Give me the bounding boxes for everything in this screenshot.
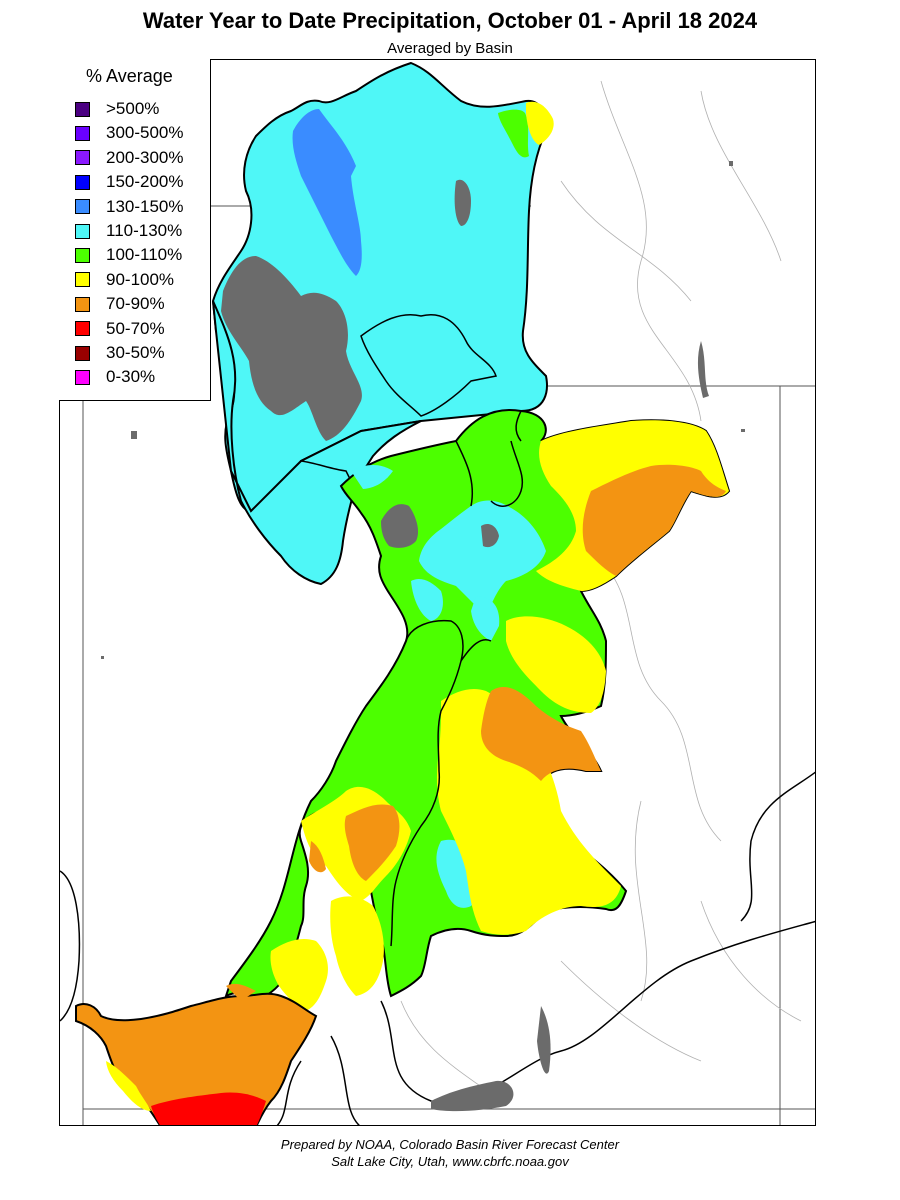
footer-location: Salt Lake City, Utah, www.cbrfc.noaa.gov — [331, 1154, 569, 1169]
legend-item: 50-70% — [75, 319, 165, 339]
legend-item: 200-300% — [75, 148, 184, 168]
legend-swatch — [75, 150, 90, 166]
legend-label: 200-300% — [106, 147, 184, 167]
legend-swatch — [75, 345, 90, 361]
legend-label: 30-50% — [106, 343, 165, 362]
legend-label: 0-30% — [106, 367, 156, 387]
legend-swatch — [75, 125, 90, 141]
legend-label: 50-70% — [106, 318, 165, 338]
legend-label: 300-500% — [106, 123, 184, 143]
legend-swatch — [75, 369, 90, 385]
map-frame — [59, 59, 816, 1126]
legend-label: 100-110% — [106, 245, 183, 265]
legend-swatch — [75, 101, 90, 117]
legend-item: 130-150% — [75, 197, 184, 217]
reservoirs — [431, 341, 709, 1112]
legend-label: 130-150% — [106, 196, 184, 216]
legend-swatch — [75, 223, 90, 239]
legend-label: 70-90% — [106, 294, 165, 314]
legend-item: 30-50% — [75, 343, 165, 363]
legend-label: 110-130% — [106, 221, 183, 240]
legend-item: 0-30% — [75, 367, 155, 387]
small-lakes — [101, 161, 745, 659]
external-basin-lines — [60, 771, 815, 1125]
footer-credit: Prepared by NOAA, Colorado Basin River F… — [280, 1137, 620, 1152]
legend-swatch — [75, 174, 90, 190]
legend-item: 100-110% — [75, 245, 182, 265]
legend: % Average >500% 300-500% 200-300% 150-200% 1… — [59, 59, 211, 401]
legend-item: 300-500% — [75, 123, 184, 143]
legend-item: 150-200% — [75, 172, 184, 192]
legend-swatch — [75, 272, 90, 288]
rivers — [400, 80, 802, 1102]
legend-swatch — [75, 321, 90, 337]
upper-green-basin — [211, 61, 554, 586]
southwest-basin — [75, 983, 318, 1125]
legend-title: % Average — [86, 66, 173, 86]
legend-item: 70-90% — [75, 294, 165, 314]
legend-label: 90-100% — [106, 269, 175, 289]
legend-label: >500% — [106, 99, 160, 118]
legend-label: 150-200% — [106, 172, 184, 192]
map-title: Water Year to Date Precipitation, Octobe… — [142, 8, 758, 33]
map-subtitle: Averaged by Basin — [387, 40, 513, 57]
legend-item: 110-130% — [75, 221, 182, 241]
legend-item: 90-100% — [75, 270, 174, 290]
basin-map — [60, 61, 815, 1125]
central-basins — [224, 409, 731, 1011]
legend-swatch — [75, 247, 90, 263]
legend-swatch — [75, 296, 90, 312]
legend-swatch — [75, 199, 90, 215]
legend-item: >500% — [75, 99, 159, 119]
